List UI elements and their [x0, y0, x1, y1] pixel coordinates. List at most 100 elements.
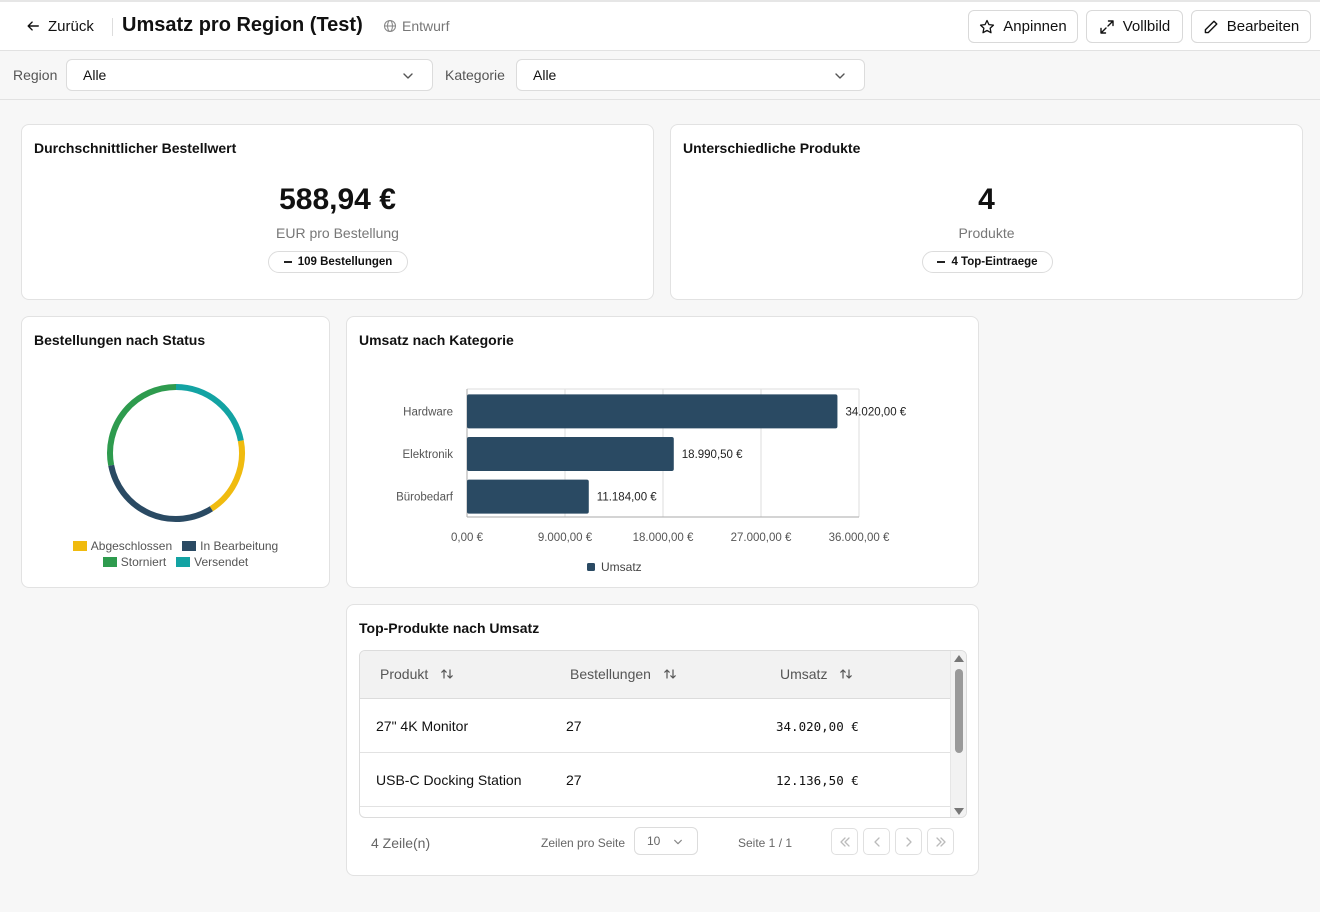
chevron-right-icon	[905, 836, 912, 847]
scroll-down-icon[interactable]	[954, 808, 964, 815]
rows-per-page-value: 10	[647, 834, 661, 848]
category-bar-chart: 0,00 € 9.000,00 € 18.000,00 € 27.000,00 € 36…	[396, 388, 907, 574]
back-label: Zurück	[48, 17, 94, 35]
cell-revenue: 12.136,50 €	[776, 773, 859, 788]
page-title: Umsatz pro Region (Test)	[122, 14, 363, 36]
table-scrollbar[interactable]	[950, 651, 966, 817]
chevron-down-icon	[835, 73, 845, 79]
y-tick-label: Bürobedarf	[396, 492, 454, 504]
y-tick-label: Elektronik	[403, 449, 454, 461]
column-header-label: Bestellungen	[570, 666, 651, 682]
edit-label: Bearbeiten	[1226, 18, 1300, 35]
star-icon	[980, 19, 995, 33]
minus-icon	[283, 261, 292, 263]
y-tick-label: Hardware	[403, 406, 453, 418]
donut-slice-storniert[interactable]	[107, 384, 177, 466]
legend-swatch	[182, 541, 197, 551]
column-header-product[interactable]: Produkt	[380, 666, 454, 682]
rows-per-page-label: Zeilen pro Seite	[541, 836, 626, 850]
donut-slice-abgeschlossen[interactable]	[209, 440, 245, 512]
category-select-value: Alle	[533, 67, 557, 83]
chart-card-order-status: Bestellungen nach Status Abgeschlossen I…	[21, 316, 330, 588]
fullscreen-button[interactable]: Vollbild	[1086, 10, 1183, 43]
pin-button[interactable]: Anpinnen	[968, 10, 1078, 43]
x-tick-label: 0,00 €	[451, 532, 484, 544]
bar-bürobedarf[interactable]	[467, 479, 589, 514]
sort-icon	[664, 669, 676, 679]
category-filter-label: Kategorie	[445, 67, 505, 83]
card-title: Unterschiedliche Produkte	[683, 140, 861, 156]
table-header: Produkt Bestellungen Umsatz	[360, 651, 950, 699]
first-page-button[interactable]	[831, 828, 858, 855]
region-filter-label: Region	[13, 67, 58, 83]
table-row[interactable]: USB-C Docking Station 27 12.136,50 €	[360, 753, 950, 807]
page-info: Seite 1 / 1	[738, 836, 793, 850]
chart-legend-row-1: Abgeschlossen In Bearbeitung	[22, 539, 329, 553]
status-donut-chart	[107, 384, 245, 522]
expand-icon	[1100, 19, 1114, 34]
legend-label: Abgeschlossen	[90, 539, 173, 553]
column-header-orders[interactable]: Bestellungen	[570, 666, 677, 682]
cell-orders: 27	[566, 718, 582, 734]
kpi-badge-label: 109 Bestellungen	[297, 256, 393, 268]
x-tick-label: 9.000,00 €	[538, 532, 593, 544]
donut-slice-in-bearbeitung[interactable]	[108, 464, 213, 522]
legend-label: Versendet	[194, 555, 249, 569]
header-divider	[112, 18, 113, 36]
column-header-revenue[interactable]: Umsatz	[780, 666, 853, 682]
column-header-label: Produkt	[380, 666, 429, 682]
last-page-button[interactable]	[927, 828, 954, 855]
column-header-label: Umsatz	[780, 666, 828, 682]
chevron-down-icon	[674, 839, 682, 845]
bar-data-label: 18.990,50 €	[682, 449, 743, 461]
next-page-button[interactable]	[895, 828, 922, 855]
legend-item: Storniert	[102, 555, 166, 569]
minus-icon	[937, 261, 946, 263]
region-select-value: Alle	[83, 67, 107, 83]
status-badge: Entwurf	[383, 18, 449, 34]
products-table: Produkt Bestellungen Umsatz 27" 4K Monit…	[359, 650, 967, 818]
chart-card-revenue-by-category: Umsatz nach Kategorie 0,00 € 9.000,00 € 18…	[346, 316, 979, 588]
kpi-card-avg-order-value: Durchschnittlicher Bestellwert 588,94 € …	[21, 124, 654, 300]
x-tick-label: 18.000,00 €	[633, 532, 694, 544]
edit-button[interactable]: Bearbeiten	[1191, 10, 1311, 43]
table-pagination: 4 Zeile(n) Zeilen pro Seite 10 Seite 1 /…	[347, 827, 978, 857]
legend-item: In Bearbeitung	[182, 539, 278, 553]
globe-icon	[383, 19, 397, 33]
rows-per-page-select[interactable]: 10	[634, 827, 698, 855]
arrow-left-icon	[27, 21, 39, 31]
previous-page-button[interactable]	[863, 828, 890, 855]
kpi-subtitle: Produkte	[958, 225, 1015, 241]
chevron-left-icon	[873, 836, 880, 847]
card-title: Umsatz nach Kategorie	[359, 332, 514, 348]
chevrons-right-icon	[935, 836, 946, 847]
legend-label: In Bearbeitung	[200, 539, 279, 553]
x-tick-label: 36.000,00 €	[829, 532, 890, 544]
back-button[interactable]: Zurück	[14, 12, 106, 40]
fullscreen-label: Vollbild	[1122, 18, 1171, 35]
bar-elektronik[interactable]	[467, 437, 674, 471]
pencil-icon	[1204, 20, 1218, 33]
cell-product: 27" 4K Monitor	[376, 718, 469, 734]
filter-bar: Region Alle Kategorie Alle	[0, 51, 1320, 100]
scrollbar-thumb[interactable]	[955, 669, 963, 753]
cell-product: USB-C Docking Station	[376, 772, 522, 788]
legend-swatch	[176, 557, 191, 567]
kpi-badge-label: 4 Top-Eintraege	[951, 256, 1038, 268]
legend-swatch	[587, 563, 595, 571]
scroll-up-icon[interactable]	[954, 655, 964, 662]
table-row[interactable]: 27" 4K Monitor 27 34.020,00 €	[360, 699, 950, 753]
status-label: Entwurf	[402, 18, 450, 34]
kpi-card-distinct-products: Unterschiedliche Produkte 4 Produkte 4 T…	[670, 124, 1303, 300]
bar-hardware[interactable]	[467, 394, 838, 429]
legend-swatch	[72, 541, 87, 551]
legend-swatch	[102, 557, 117, 567]
category-select[interactable]: Alle	[516, 59, 865, 91]
card-title: Top-Produkte nach Umsatz	[359, 620, 540, 636]
kpi-badge: 4 Top-Eintraege	[922, 251, 1053, 273]
region-select[interactable]: Alle	[66, 59, 433, 91]
card-title: Bestellungen nach Status	[34, 332, 206, 348]
kpi-value: 4	[978, 183, 995, 216]
cell-revenue: 34.020,00 €	[776, 719, 859, 734]
donut-slice-versendet[interactable]	[175, 384, 244, 442]
